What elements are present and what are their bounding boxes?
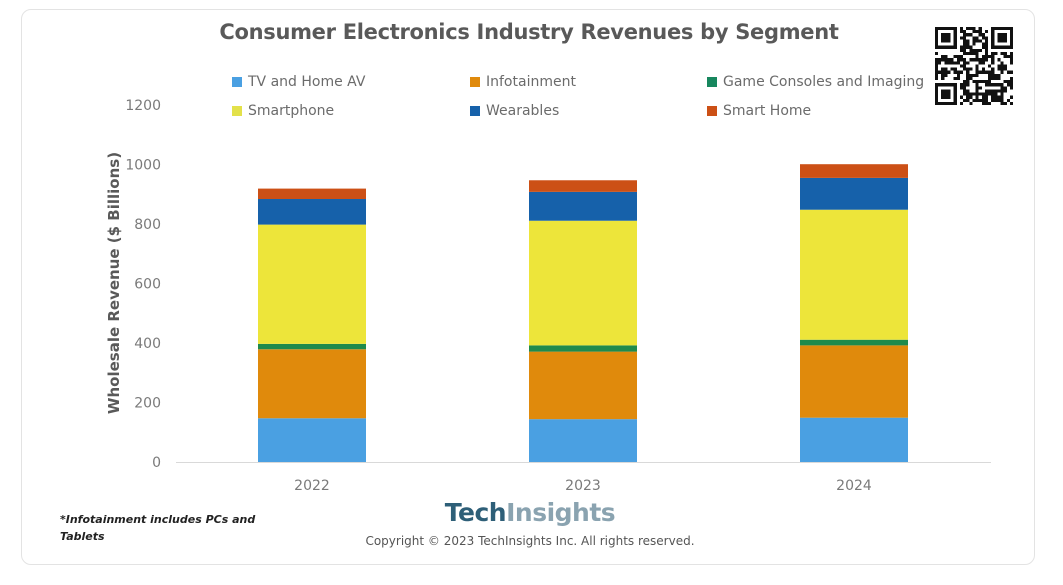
brand-logo-part1: Tech	[444, 498, 507, 527]
legend-swatch	[470, 106, 480, 116]
bar-segment-tv-and-home-av-2024	[800, 417, 908, 462]
bar-segment-infotainment-2023	[529, 351, 637, 420]
y-tick-label: 0	[152, 455, 161, 471]
bar-segment-smartphone-2024	[800, 209, 908, 340]
y-tick-label: 1000	[125, 158, 161, 174]
bar-segment-smart-home-2024	[800, 164, 908, 178]
legend-label: TV and Home AV	[248, 74, 366, 90]
legend-swatch	[232, 77, 242, 87]
legend-swatch	[707, 106, 717, 116]
bar-segment-game-consoles-and-imaging-2023	[529, 345, 637, 352]
x-tick-label: 2023	[565, 478, 601, 494]
bar-segment-tv-and-home-av-2022	[258, 418, 366, 462]
bar-segment-smartphone-2022	[258, 224, 366, 344]
chart-title: Consumer Electronics Industry Revenues b…	[219, 20, 839, 44]
bar-segment-tv-and-home-av-2023	[529, 419, 637, 462]
legend-item-smartphone: Smartphone	[232, 103, 334, 119]
legend-item-game-consoles: Game Consoles and Imaging	[707, 74, 924, 90]
y-tick-label: 800	[134, 217, 161, 233]
bar-segment-smart-home-2022	[258, 188, 366, 200]
qr-code-icon	[935, 27, 1013, 105]
y-tick-label: 400	[134, 336, 161, 352]
bar-segment-infotainment-2022	[258, 349, 366, 419]
chart-frame	[21, 9, 1035, 565]
legend-label: Smartphone	[248, 103, 335, 119]
legend-item-infotainment: Infotainment	[470, 74, 576, 90]
y-tick-label: 200	[134, 396, 161, 412]
bar-segment-game-consoles-and-imaging-2022	[258, 343, 366, 350]
bar-segment-smart-home-2023	[529, 180, 637, 192]
legend-swatch	[470, 77, 480, 87]
bar-segment-smartphone-2023	[529, 220, 637, 346]
bar-segment-infotainment-2024	[800, 345, 908, 418]
y-tick-label: 1200	[125, 98, 161, 114]
legend-label: Infotainment	[486, 74, 576, 90]
legend-item-smart-home: Smart Home	[707, 103, 811, 119]
bar-segment-wearables-2022	[258, 199, 366, 225]
y-tick-label: 600	[134, 277, 161, 293]
legend-item-tv: TV and Home AV	[232, 74, 365, 90]
legend-label: Wearables	[486, 103, 560, 119]
x-tick-label: 2024	[836, 478, 872, 494]
legend-label: Smart Home	[723, 103, 812, 119]
legend-swatch	[232, 106, 242, 116]
legend-swatch	[707, 77, 717, 87]
bar-segment-game-consoles-and-imaging-2024	[800, 339, 908, 346]
footnote: *Infotainment includes PCs and Tablets	[60, 513, 256, 543]
copyright-text: Copyright © 2023 TechInsights Inc. All r…	[365, 534, 695, 548]
brand-logo-part2: Insights	[506, 498, 616, 527]
x-tick-label: 2022	[294, 478, 330, 494]
brand-logo: TechInsights	[0, 498, 1060, 527]
bar-segment-wearables-2024	[800, 177, 908, 210]
bar-segment-wearables-2023	[529, 191, 637, 221]
legend-item-wearables: Wearables	[470, 103, 559, 119]
legend-label: Game Consoles and Imaging	[723, 74, 925, 90]
